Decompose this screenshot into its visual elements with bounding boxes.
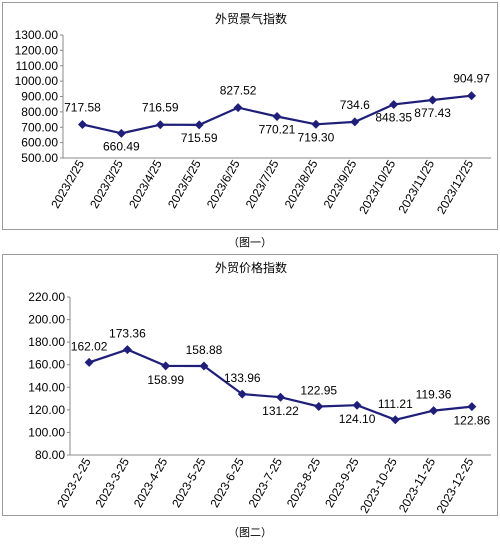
data-label: 848.35 bbox=[375, 110, 412, 124]
data-point-marker bbox=[233, 103, 243, 113]
x-tick-label: 2023-9-25 bbox=[322, 455, 362, 510]
x-tick-label: 2023/6/25 bbox=[204, 157, 243, 211]
y-tick-label: 140.00 bbox=[28, 380, 65, 394]
data-point-marker bbox=[390, 415, 400, 425]
data-label: 122.86 bbox=[454, 414, 491, 428]
data-point-marker bbox=[428, 95, 438, 105]
y-tick-label: 1100.00 bbox=[16, 59, 59, 73]
data-point-marker bbox=[84, 357, 94, 367]
y-tick-label: 1300.00 bbox=[15, 28, 59, 42]
x-tick-label: 2023/2/25 bbox=[48, 157, 87, 211]
data-label: 124.10 bbox=[339, 412, 376, 426]
y-tick-label: 160.00 bbox=[28, 358, 65, 372]
y-tick-label: 220.00 bbox=[28, 290, 65, 304]
y-tick-label: 80.00 bbox=[35, 448, 65, 462]
x-tick-label: 2023/8/25 bbox=[282, 157, 321, 211]
data-point-marker bbox=[199, 361, 209, 371]
data-point-marker bbox=[467, 91, 477, 101]
data-label: 716.59 bbox=[142, 101, 179, 115]
data-point-marker bbox=[77, 120, 87, 130]
data-point-marker bbox=[155, 120, 165, 130]
data-label: 734.6 bbox=[340, 98, 370, 112]
data-point-marker bbox=[237, 389, 247, 399]
chart-caption: （图一） bbox=[228, 236, 272, 249]
data-point-marker bbox=[122, 345, 132, 355]
chart-title: 外贸价格指数 bbox=[215, 260, 287, 275]
data-label: 904.97 bbox=[453, 72, 490, 86]
y-tick-label: 600.00 bbox=[21, 136, 58, 150]
data-label: 111.21 bbox=[378, 397, 413, 411]
data-label: 133.96 bbox=[224, 371, 261, 385]
x-tick-label: 2023/10/25 bbox=[356, 157, 398, 216]
data-point-marker bbox=[467, 402, 477, 412]
data-label: 660.49 bbox=[103, 139, 140, 153]
y-tick-label: 700.00 bbox=[21, 120, 58, 134]
x-tick-label: 2023-4-25 bbox=[131, 455, 171, 510]
x-tick-label: 2023/4/25 bbox=[126, 157, 165, 211]
x-tick-label: 2023-8-25 bbox=[284, 455, 324, 510]
data-label: 719.30 bbox=[298, 130, 335, 144]
data-label: 122.95 bbox=[300, 384, 337, 398]
chart-trade-price-index: 外贸价格指数 220.00 200.00 180.00 160.00 140.00 120.… bbox=[28, 260, 491, 516]
x-tick-label: 2023-2-25 bbox=[54, 455, 94, 510]
data-point-marker bbox=[429, 406, 439, 416]
data-label: 158.99 bbox=[147, 373, 184, 387]
data-point-marker bbox=[350, 117, 360, 127]
x-tick-label: 2023/7/25 bbox=[243, 157, 282, 211]
y-tick-label: 120.00 bbox=[28, 403, 65, 417]
data-point-marker bbox=[314, 402, 324, 412]
data-label: 173.36 bbox=[109, 327, 146, 341]
y-tick-label: 180.00 bbox=[28, 335, 65, 349]
x-tick-label: 2023-3-25 bbox=[93, 455, 133, 510]
chart-panel-trade-price-index: 外贸价格指数 220.00 200.00 180.00 160.00 140.00 120.… bbox=[2, 254, 498, 516]
data-point-marker bbox=[194, 120, 204, 130]
y-tick-label: 900.00 bbox=[21, 90, 58, 104]
chart-title: 外贸景气指数 bbox=[215, 11, 287, 26]
y-tick-label: 500.00 bbox=[21, 151, 58, 165]
x-tick-label: 2023-6-25 bbox=[207, 455, 247, 510]
data-point-marker bbox=[311, 119, 321, 129]
chart-panel-trade-climate-index: 外贸景气指数 1300.00 1200.00 1100.00 1000.00 900.00… bbox=[2, 2, 498, 230]
data-point-marker bbox=[116, 128, 126, 138]
x-tick-label: 2023-10-25 bbox=[357, 455, 400, 515]
y-tick-label: 100.00 bbox=[28, 425, 65, 439]
data-point-marker bbox=[389, 99, 399, 109]
data-point-marker bbox=[352, 400, 362, 410]
y-tick-label: 1000.00 bbox=[15, 74, 59, 88]
x-tick-label: 2023/11/25 bbox=[396, 157, 438, 216]
data-label: 827.52 bbox=[220, 84, 257, 98]
x-tick-label: 2023-5-25 bbox=[169, 455, 209, 510]
data-label: 131.22 bbox=[262, 404, 299, 418]
data-label: 717.58 bbox=[64, 101, 101, 115]
data-point-marker bbox=[272, 111, 282, 121]
y-tick-label: 1200.00 bbox=[15, 43, 59, 57]
x-tick-label: 2023/5/25 bbox=[165, 157, 204, 211]
data-point-marker bbox=[276, 392, 285, 402]
data-label: 119.36 bbox=[416, 388, 452, 402]
x-tick-label: 2023/9/25 bbox=[321, 157, 360, 211]
data-label: 158.88 bbox=[186, 343, 223, 357]
data-point-marker bbox=[161, 361, 171, 371]
y-tick-label: 800.00 bbox=[21, 105, 58, 119]
data-label: 715.59 bbox=[181, 131, 218, 145]
x-tick-label: 2023-12-25 bbox=[434, 455, 477, 515]
data-label: 162.02 bbox=[71, 339, 108, 353]
y-tick-label: 200.00 bbox=[28, 313, 65, 327]
x-tick-label: 2023-11-25 bbox=[396, 455, 439, 515]
x-tick-label: 2023/3/25 bbox=[87, 157, 126, 211]
x-tick-label: 2023/12/25 bbox=[434, 157, 476, 216]
data-label: 770.21 bbox=[259, 122, 296, 136]
chart-caption: （图二） bbox=[228, 526, 272, 539]
x-tick-label: 2023-7-25 bbox=[246, 455, 286, 510]
data-label: 877.43 bbox=[414, 106, 451, 120]
